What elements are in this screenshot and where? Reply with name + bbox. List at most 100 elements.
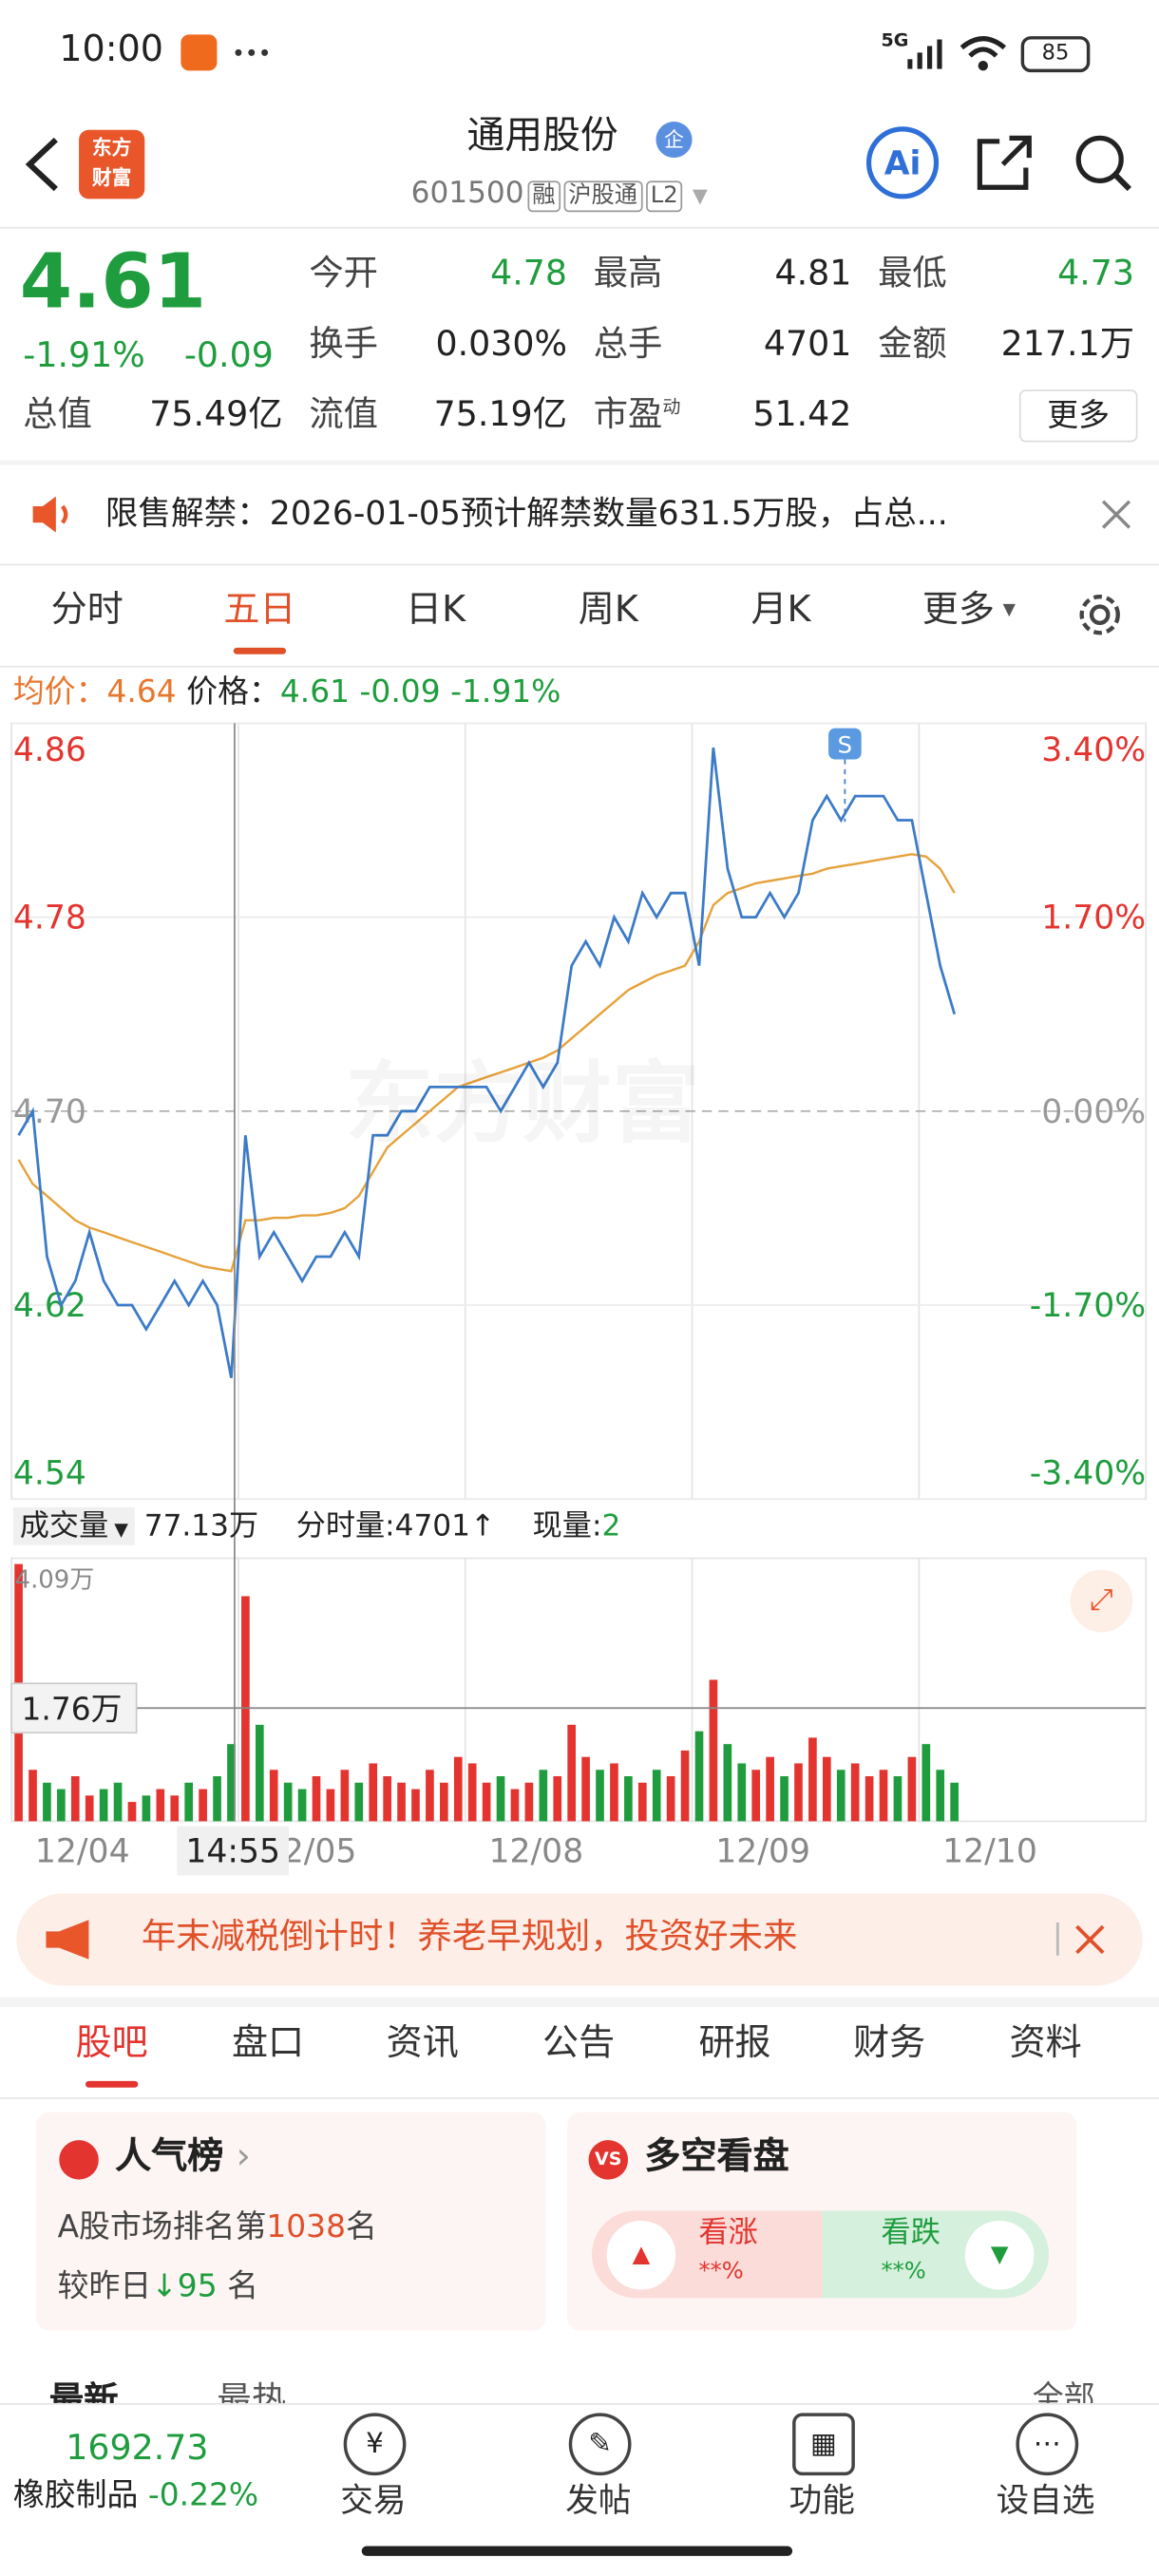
block: | — [1052, 1916, 1064, 1957]
stat-label: 换手 — [309, 324, 378, 366]
section-tab[interactable]: 资讯 — [386, 2023, 459, 2065]
volume-bar — [312, 1776, 321, 1822]
section-tab[interactable]: 盘口 — [231, 2023, 305, 2065]
search-button[interactable] — [1072, 131, 1134, 194]
text: 沪股通 — [563, 180, 643, 212]
path — [32, 496, 56, 533]
popularity-card[interactable] — [36, 2112, 546, 2331]
volume-bar — [283, 1782, 293, 1822]
stat-label: 总值 — [23, 394, 92, 436]
volume-bar — [354, 1782, 364, 1822]
section-tab[interactable]: 研报 — [698, 2023, 771, 2065]
volume-bar — [482, 1782, 491, 1822]
action-icon[interactable]: ¥ — [343, 2413, 407, 2476]
path — [61, 504, 68, 524]
volume-bar — [85, 1795, 94, 1822]
stat-label-text: 最高 — [593, 253, 663, 294]
stat-value: 75.49亿 — [149, 394, 283, 434]
action-label[interactable]: 功能 — [788, 2480, 855, 2520]
action-label[interactable]: 交易 — [340, 2480, 407, 2520]
volume-header: 成交量 ▼ 77.13万 分时量:4701↑ 现量:2 — [12, 1506, 620, 1545]
volume-bar — [723, 1744, 732, 1822]
circle — [261, 48, 269, 56]
tab[interactable]: 周K — [578, 590, 638, 632]
action-label[interactable]: 发帖 — [565, 2480, 632, 2520]
action-icon[interactable]: ✎ — [568, 2413, 632, 2476]
action-icon[interactable]: ⋯ — [1016, 2413, 1079, 2476]
text: 成交量 — [19, 1508, 109, 1544]
action-label[interactable]: 设自选 — [996, 2480, 1095, 2520]
volume-bar — [426, 1770, 434, 1822]
stat-value: 4.78 — [490, 253, 568, 294]
y2-tick-label: 3.40% — [1041, 731, 1146, 769]
app-icon — [180, 34, 218, 71]
expand-button[interactable]: ⤢ — [1070, 1569, 1133, 1633]
volume-bar — [199, 1789, 207, 1822]
cursor-label: 1.76万 — [21, 1690, 122, 1727]
block: 较昨日↓95 名 — [58, 2268, 258, 2305]
text: 通用股份 — [466, 115, 618, 159]
section-tab[interactable]: 资料 — [1009, 2023, 1082, 2065]
megaphone-icon — [46, 1920, 89, 1960]
x-tick-label: 12/08 — [488, 1833, 583, 1871]
x-tick-label: 12/04 — [35, 1833, 130, 1871]
circle — [235, 48, 242, 56]
volume-bar — [397, 1782, 406, 1822]
volume-bar — [467, 1763, 477, 1822]
ai-button[interactable]: Ai — [865, 126, 940, 199]
rect — [937, 39, 942, 69]
more-button[interactable]: 更多 — [1018, 389, 1138, 443]
volume-bar — [922, 1744, 931, 1822]
tab[interactable]: 分时 — [50, 590, 124, 632]
volume-bar — [893, 1776, 902, 1822]
close-button[interactable] — [1100, 498, 1133, 531]
settings-button[interactable] — [1074, 589, 1126, 641]
stat-label: 最低 — [878, 253, 947, 294]
share-button[interactable] — [973, 131, 1036, 194]
stat-label: 总手 — [594, 324, 663, 366]
text: 77.13万 — [143, 1508, 259, 1544]
section-tab[interactable]: 公告 — [542, 2023, 616, 2065]
dropdown-caret: ▼ — [1002, 601, 1016, 620]
volume-bar — [269, 1770, 278, 1822]
tab[interactable]: 更多 — [922, 590, 995, 632]
section-tab[interactable]: 股吧 — [75, 2023, 148, 2065]
marker — [828, 728, 862, 760]
tab[interactable]: 日K — [406, 590, 466, 632]
volume-bar — [326, 1789, 335, 1822]
volume-bar — [637, 1782, 647, 1822]
close-button[interactable] — [1074, 1923, 1107, 1957]
volume-bar — [70, 1776, 80, 1822]
volume-bar — [369, 1763, 378, 1822]
back-button[interactable] — [20, 135, 66, 194]
stat-label-text: 换手 — [309, 323, 379, 364]
stat-sup: 动 — [662, 396, 681, 418]
volume-bar — [751, 1770, 761, 1822]
text: 4701↑ — [394, 1508, 496, 1544]
path — [1113, 174, 1131, 192]
section-tab[interactable]: 财务 — [853, 2023, 926, 2065]
text: 分时量: — [295, 1508, 395, 1544]
stat-value: 4.73 — [1057, 253, 1135, 294]
action-icon[interactable]: ▦ — [792, 2413, 855, 2476]
chart: 4.864.784.704.624.543.40%1.70%0.00%-1.70… — [10, 722, 1148, 1876]
tab[interactable]: 月K — [750, 590, 811, 632]
volume-bar — [340, 1770, 350, 1822]
volume-bar — [142, 1795, 151, 1822]
stat-value: 4701 — [763, 323, 852, 364]
text: 较昨日 — [57, 2268, 152, 2305]
text: **% — [881, 2258, 926, 2285]
text: 1692.73 — [66, 2427, 209, 2468]
block: ▲ — [606, 2220, 676, 2290]
text: L2 — [645, 180, 683, 212]
text: 限售解禁：2026-01-05预计解禁数量631.5万股，占总... — [104, 493, 948, 533]
tab[interactable]: 五日 — [223, 590, 296, 632]
cursor-time: 14:55 — [185, 1833, 280, 1871]
more-dots — [235, 48, 269, 56]
y2-tick-label: 0.00% — [1041, 1093, 1146, 1131]
span: 成交量 ▼ — [12, 1506, 135, 1545]
x-tick-label: 12/10 — [942, 1833, 1037, 1871]
text: 价格： — [186, 673, 280, 710]
